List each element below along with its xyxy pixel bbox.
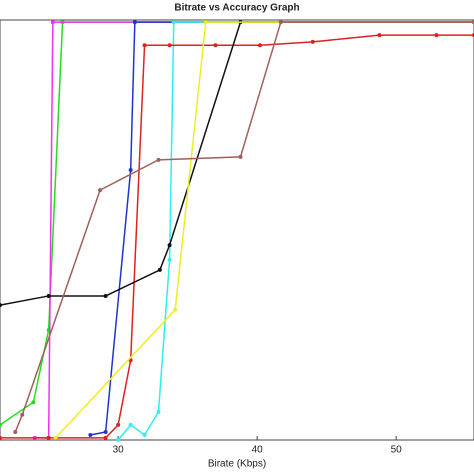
plot-frame <box>0 19 474 441</box>
data-point <box>434 33 439 38</box>
data-point <box>128 167 133 172</box>
data-point <box>0 435 2 440</box>
data-point <box>142 432 147 437</box>
series-line <box>34 21 474 439</box>
data-point <box>20 412 25 417</box>
data-point <box>116 438 121 442</box>
data-point <box>31 400 36 405</box>
x-tick-label: 40 <box>252 445 264 456</box>
data-point <box>98 188 103 193</box>
data-point <box>103 435 108 440</box>
data-point <box>103 293 108 298</box>
series-line <box>55 21 474 439</box>
data-point <box>0 303 2 308</box>
data-point <box>278 20 283 25</box>
data-point <box>156 409 161 414</box>
x-tick-label: 50 <box>391 445 403 456</box>
data-point <box>377 33 382 38</box>
data-point <box>46 435 51 440</box>
data-point <box>13 430 18 435</box>
series-line <box>0 21 474 426</box>
data-point <box>171 20 176 25</box>
data-point <box>310 39 315 44</box>
data-point <box>46 293 51 298</box>
series-line <box>117 21 474 441</box>
data-point <box>213 43 218 48</box>
x-axis-label: Birate (Kbps) <box>208 459 266 470</box>
data-point <box>167 243 172 248</box>
chart-title: Bitrate vs Accuracy Graph <box>174 3 299 14</box>
data-point <box>203 20 208 25</box>
data-point <box>157 267 162 272</box>
data-point <box>173 307 178 312</box>
series-line <box>0 21 474 306</box>
data-point <box>128 422 133 427</box>
data-point <box>103 430 108 435</box>
data-point <box>50 20 55 25</box>
data-point <box>132 20 137 25</box>
series-line <box>90 21 474 436</box>
data-point <box>167 257 172 262</box>
data-point <box>167 43 172 48</box>
data-point <box>116 422 121 427</box>
series-line <box>14 21 474 433</box>
data-point <box>257 43 262 48</box>
data-point <box>142 43 147 48</box>
data-point <box>0 422 2 427</box>
data-point <box>88 432 93 437</box>
x-tick-label: 30 <box>113 445 125 456</box>
data-point <box>53 435 58 440</box>
data-point <box>156 157 161 162</box>
data-point <box>238 154 243 159</box>
series-line <box>0 34 474 439</box>
